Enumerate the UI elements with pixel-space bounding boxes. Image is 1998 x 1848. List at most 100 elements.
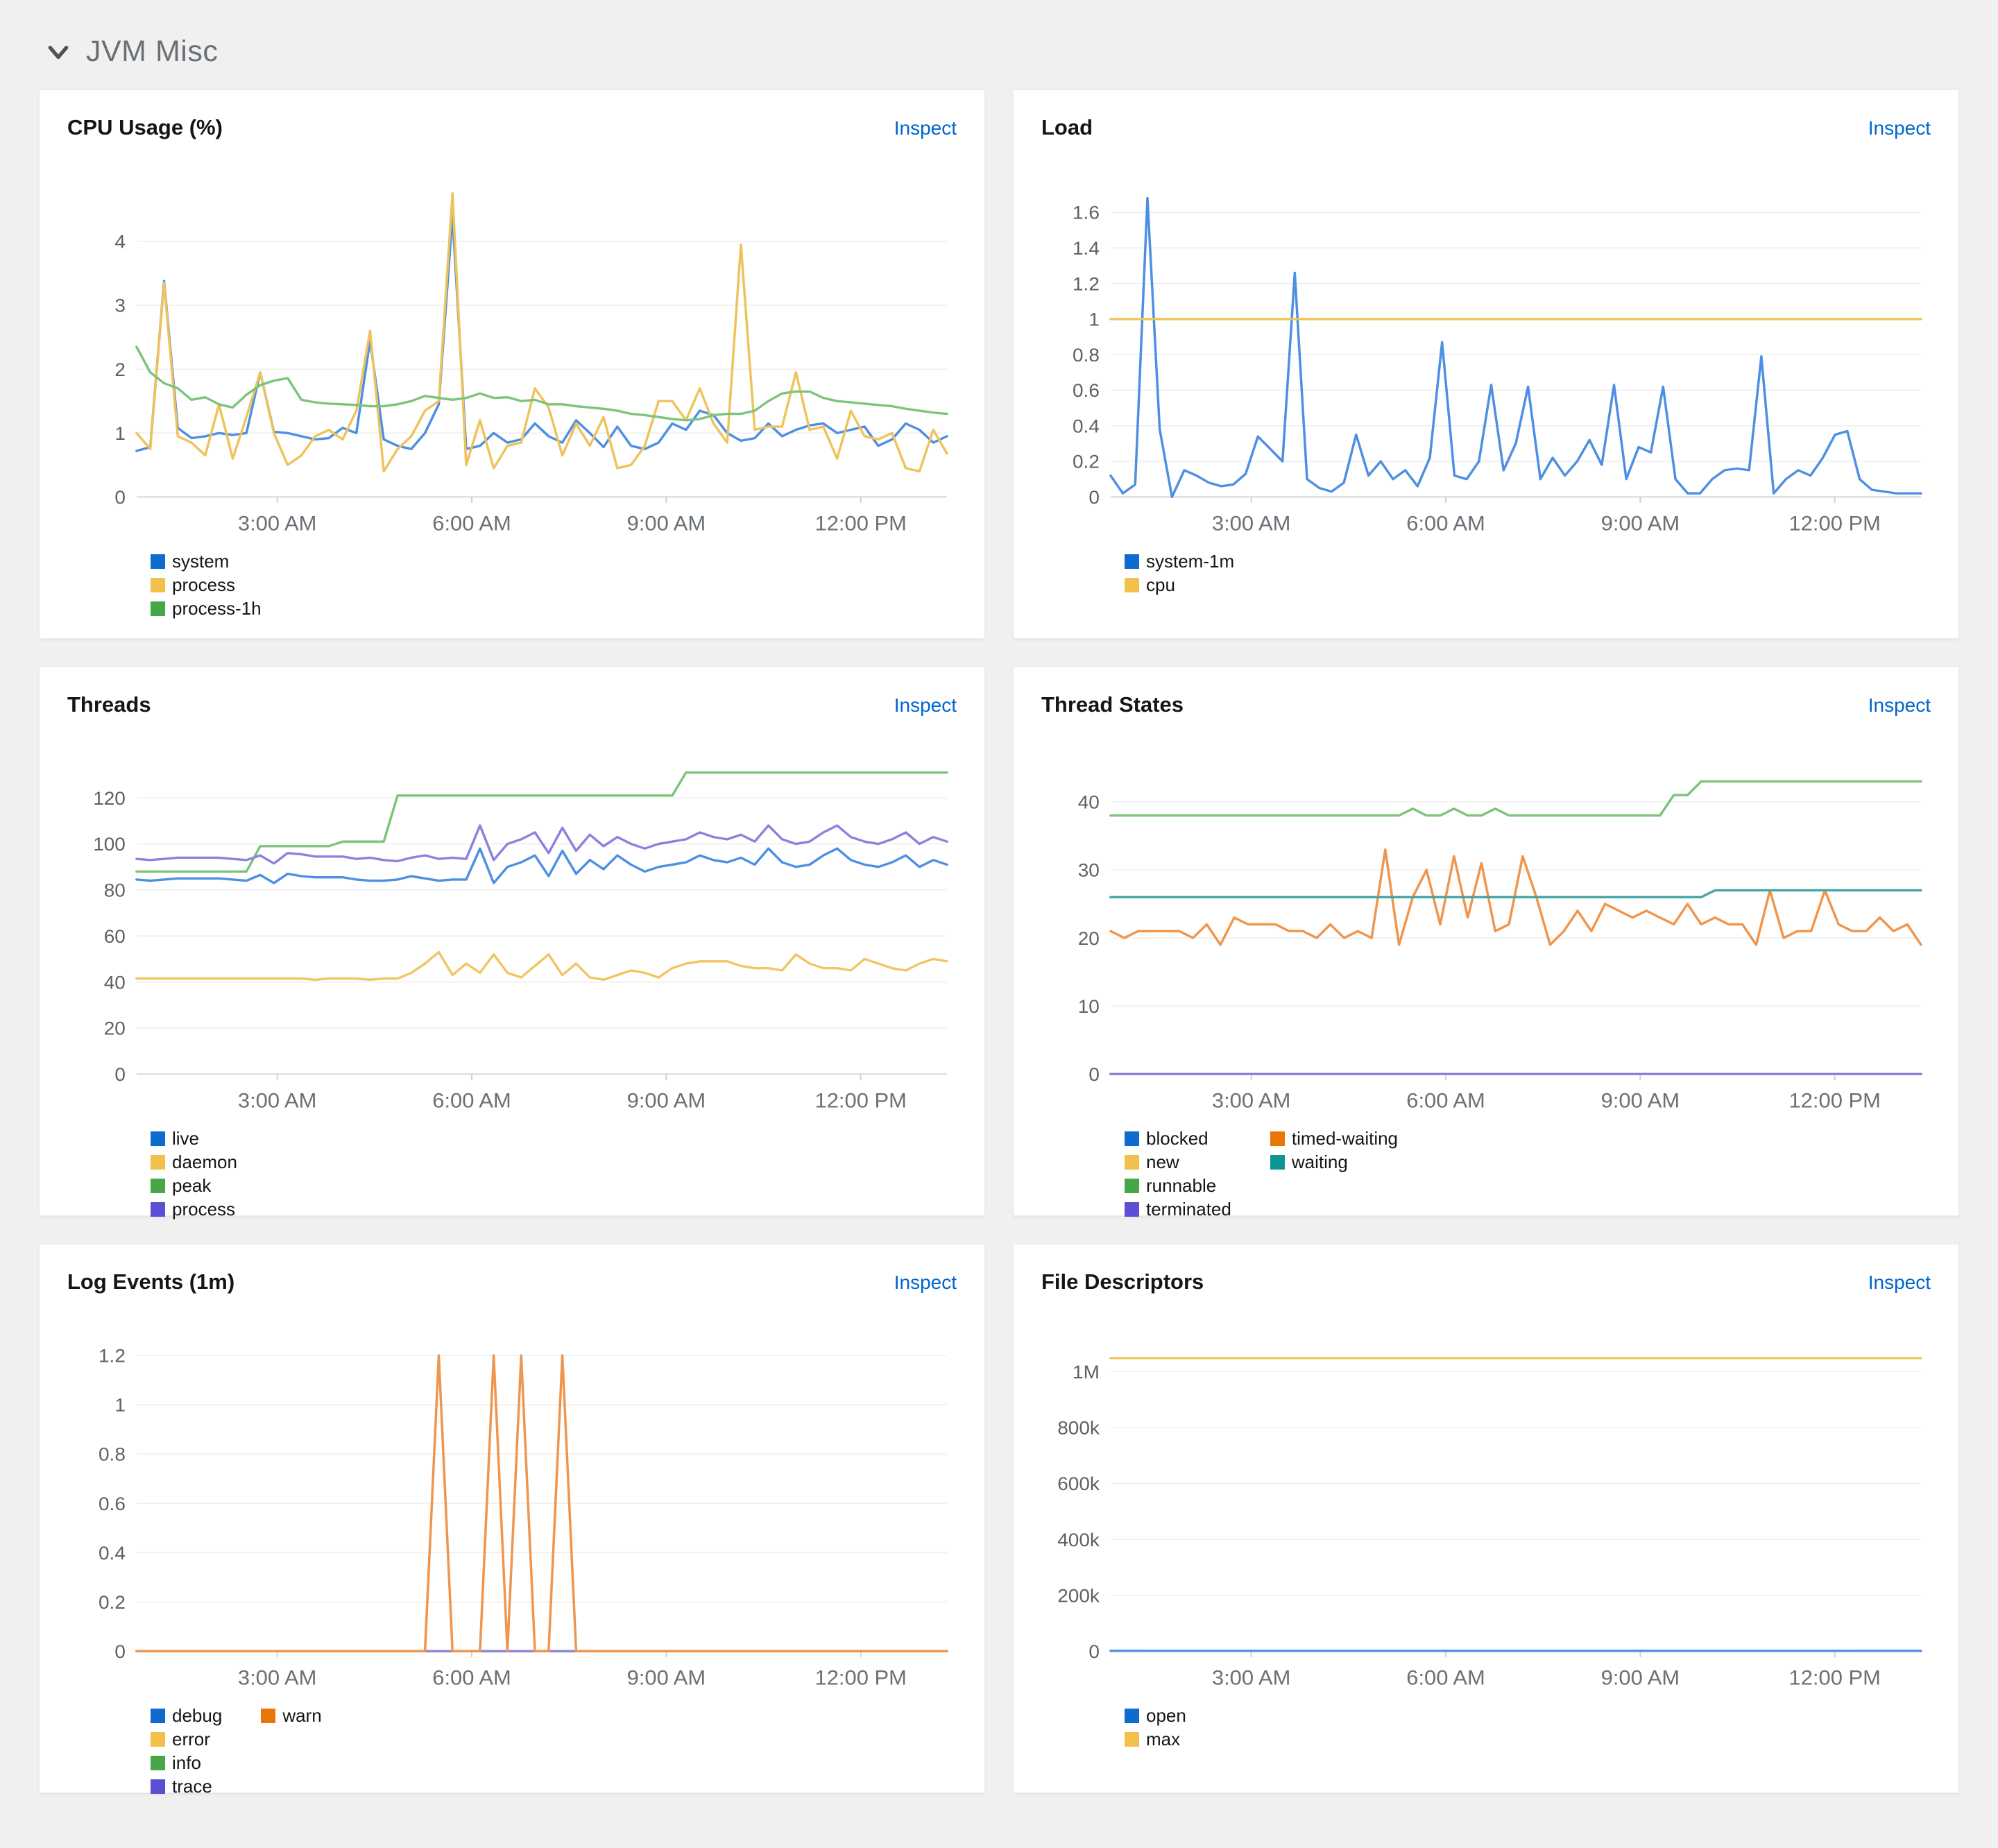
svg-text:0.8: 0.8 — [1073, 344, 1100, 365]
legend-label: cpu — [1146, 574, 1175, 595]
svg-text:20: 20 — [1078, 927, 1100, 948]
svg-text:1.6: 1.6 — [1073, 202, 1100, 223]
legend-item: cpu — [1125, 573, 1234, 597]
legend-swatch-icon — [1125, 1178, 1139, 1193]
legend-item: system — [151, 549, 262, 573]
svg-text:6:00 AM: 6:00 AM — [432, 1089, 511, 1112]
legend-swatch-icon — [151, 1131, 165, 1146]
svg-text:40: 40 — [104, 972, 126, 993]
inspect-link[interactable]: Inspect — [894, 1272, 957, 1293]
legend-label: process — [172, 1198, 236, 1220]
legend-item: system-1m — [1125, 549, 1234, 573]
legend-item: timed-waiting — [1270, 1127, 1398, 1150]
legend-label: error — [172, 1728, 210, 1749]
legend-item: warn — [261, 1704, 322, 1727]
panel-title: CPU Usage (%) — [67, 115, 223, 139]
svg-text:6:00 AM: 6:00 AM — [1406, 1089, 1485, 1112]
cpu-usage-chart: 0 1 2 3 4 3:00 AM 6:00 AM 9:00 AM 12:00 PM — [114, 192, 948, 535]
panel-log-events: Log Events (1m) Inspect 0 0.2 0.4 0.6 0.8 1 1.… — [39, 1244, 985, 1797]
legend-label: runnable — [1146, 1174, 1217, 1196]
panel-file-descriptors: File Descriptors Inspect 0 200k 400k 600k 80… — [1013, 1244, 1959, 1793]
svg-text:3:00 AM: 3:00 AM — [1212, 1666, 1290, 1689]
inspect-link[interactable]: Inspect — [1868, 1272, 1931, 1293]
legend-label: open — [1146, 1704, 1186, 1726]
legend-swatch-icon — [1270, 1154, 1285, 1170]
legend-label: system — [172, 550, 230, 572]
svg-text:0.2: 0.2 — [1073, 451, 1100, 472]
panel-header: File Descriptors Inspect — [1041, 1265, 1931, 1294]
section-header: JVM Misc — [39, 19, 1959, 89]
svg-text:12:00 PM: 12:00 PM — [815, 1089, 907, 1112]
chart-legend: live daemon peak process — [151, 1127, 957, 1221]
svg-text:0.6: 0.6 — [1073, 380, 1100, 401]
legend-swatch-icon — [1125, 1731, 1139, 1747]
legend-item: live — [151, 1127, 237, 1150]
svg-text:20: 20 — [104, 1018, 126, 1038]
legend-label: debug — [172, 1704, 223, 1726]
thread-states-chart: 0 10 20 30 40 3:00 AM 6:00 AM 9:00 AM 12:00 PM — [1078, 780, 1922, 1112]
jvm-misc-dashboard: JVM Misc CPU Usage (%) Inspect 0 1 2 3 4 3:00… — [39, 19, 1959, 1797]
legend-swatch-icon — [151, 1708, 165, 1723]
svg-text:1: 1 — [114, 422, 126, 443]
legend-swatch-icon — [1125, 1201, 1139, 1217]
svg-text:9:00 AM: 9:00 AM — [627, 1666, 706, 1689]
inspect-link[interactable]: Inspect — [894, 117, 957, 139]
svg-text:200k: 200k — [1057, 1585, 1100, 1606]
panel-thread-states: Thread States Inspect 0 10 20 30 40 3:00 AM 6:… — [1013, 667, 1959, 1220]
svg-text:0.6: 0.6 — [99, 1493, 126, 1514]
legend-item: debug — [151, 1704, 222, 1727]
svg-text:1: 1 — [1088, 309, 1100, 330]
panel-header: Thread States Inspect — [1041, 688, 1931, 717]
file-descriptors-chart: 0 200k 400k 600k 800k 1M 3:00 AM 6:00 AM 9:00 AM… — [1057, 1357, 1922, 1689]
legend-label: waiting — [1291, 1151, 1348, 1172]
legend-swatch-icon — [151, 577, 165, 592]
svg-text:9:00 AM: 9:00 AM — [627, 512, 706, 535]
legend-swatch-icon — [151, 1201, 165, 1217]
svg-text:12:00 PM: 12:00 PM — [815, 1666, 907, 1689]
legend-label: blocked — [1146, 1127, 1209, 1149]
legend-item: max — [1125, 1727, 1186, 1751]
legend-item: process — [151, 1197, 237, 1221]
svg-text:40: 40 — [1078, 792, 1100, 812]
svg-text:6:00 AM: 6:00 AM — [1406, 512, 1485, 535]
svg-text:12:00 PM: 12:00 PM — [1789, 1089, 1881, 1112]
legend-item: waiting — [1270, 1150, 1398, 1174]
legend-item: new — [1125, 1150, 1231, 1174]
svg-text:9:00 AM: 9:00 AM — [1601, 1089, 1680, 1112]
svg-text:9:00 AM: 9:00 AM — [1601, 512, 1680, 535]
svg-text:1: 1 — [114, 1394, 126, 1415]
threads-chart: 0 20 40 60 80 100 120 3:00 AM 6:00 AM 9:00 AM 12:0… — [93, 771, 948, 1112]
svg-text:3:00 AM: 3:00 AM — [238, 1089, 316, 1112]
chart-legend: open max — [1125, 1704, 1931, 1751]
svg-text:0.2: 0.2 — [99, 1591, 126, 1612]
svg-text:1M: 1M — [1073, 1362, 1100, 1383]
legend-swatch-icon — [151, 554, 165, 569]
panel-title: Log Events (1m) — [67, 1269, 235, 1294]
legend-swatch-icon — [1125, 1708, 1139, 1723]
chevron-down-icon[interactable] — [46, 40, 71, 65]
legend-swatch-icon — [151, 601, 165, 616]
svg-text:12:00 PM: 12:00 PM — [1789, 1666, 1881, 1689]
inspect-link[interactable]: Inspect — [1868, 117, 1931, 139]
panel-threads: Threads Inspect 0 20 40 60 80 100 120 3:00 AM 6:… — [39, 667, 985, 1220]
legend-item: open — [1125, 1704, 1186, 1727]
svg-text:1.2: 1.2 — [99, 1345, 126, 1366]
legend-item: terminated — [1125, 1197, 1231, 1221]
panel-title: Load — [1041, 115, 1093, 139]
svg-text:6:00 AM: 6:00 AM — [1406, 1666, 1485, 1689]
inspect-link[interactable]: Inspect — [894, 694, 957, 716]
inspect-link[interactable]: Inspect — [1868, 694, 1931, 716]
svg-text:0.4: 0.4 — [99, 1542, 126, 1563]
svg-text:1.2: 1.2 — [1073, 273, 1100, 294]
panel-title: File Descriptors — [1041, 1269, 1204, 1294]
svg-text:6:00 AM: 6:00 AM — [432, 1666, 511, 1689]
svg-text:3:00 AM: 3:00 AM — [238, 512, 316, 535]
svg-text:0.4: 0.4 — [1073, 416, 1100, 436]
svg-text:100: 100 — [93, 834, 126, 855]
svg-text:3:00 AM: 3:00 AM — [1212, 1089, 1290, 1112]
legend-swatch-icon — [1125, 554, 1139, 569]
svg-text:6:00 AM: 6:00 AM — [432, 512, 511, 535]
svg-text:600k: 600k — [1057, 1473, 1100, 1494]
legend-item: blocked — [1125, 1127, 1231, 1150]
svg-text:3:00 AM: 3:00 AM — [238, 1666, 316, 1689]
